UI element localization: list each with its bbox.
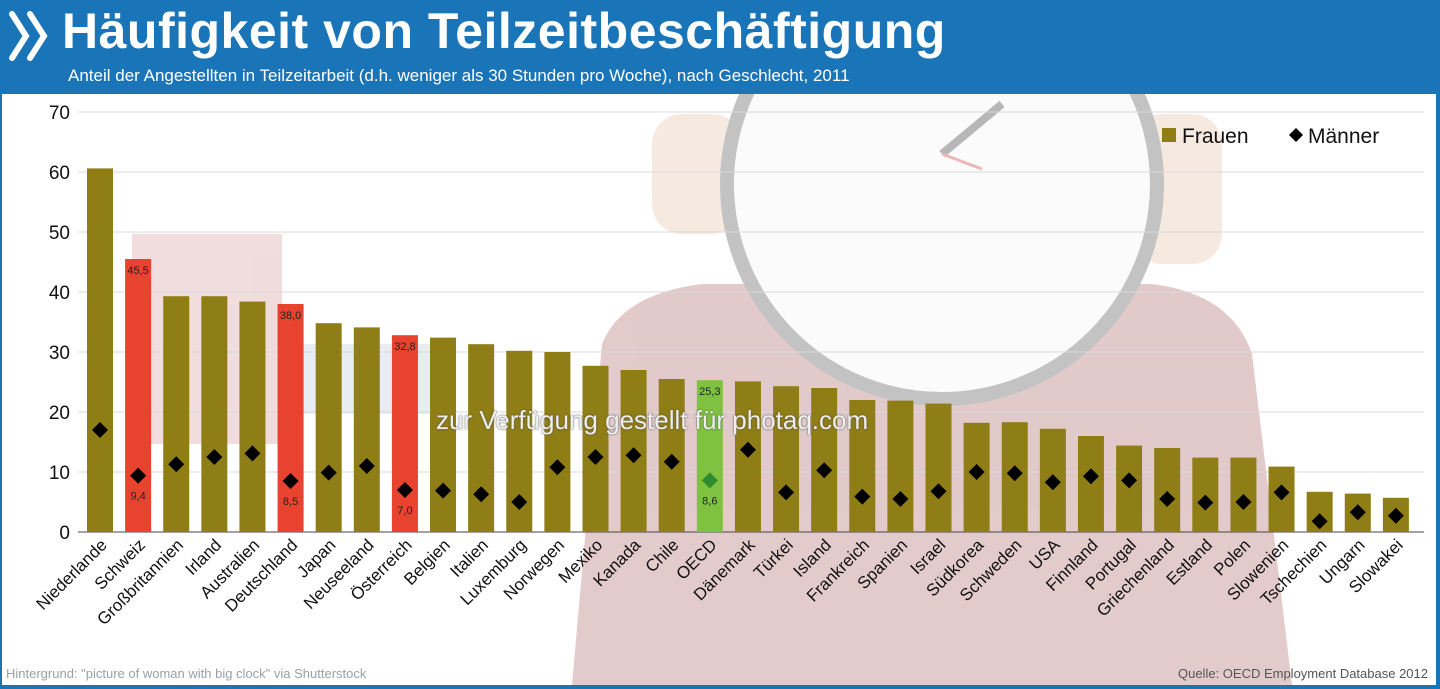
bar-frauen — [277, 304, 304, 532]
y-tick-label: 0 — [59, 523, 70, 544]
marker-maenner — [1006, 465, 1023, 482]
bar-frauen — [773, 386, 800, 532]
bar-frauen — [239, 301, 266, 532]
data-label-maenner: 8,6 — [702, 495, 717, 507]
marker-maenner — [396, 482, 413, 498]
bar-frauen — [849, 400, 876, 532]
y-tick-label: 10 — [49, 463, 70, 484]
legend-swatch-maenner — [1289, 128, 1303, 142]
y-axis: 0 10 20 30 40 50 60 70 — [49, 103, 70, 544]
marker-maenner — [1044, 474, 1061, 491]
marker-maenner — [625, 447, 642, 464]
marker-maenner — [435, 482, 452, 499]
legend-swatch-frauen — [1162, 128, 1176, 142]
marker-maenner — [320, 464, 337, 481]
marker-maenner — [1082, 468, 1099, 485]
bar-frauen — [315, 323, 342, 532]
marker-maenner — [892, 491, 909, 507]
maenner-markers — [92, 422, 1404, 530]
bar-frauen — [582, 365, 609, 532]
bar-frauen — [163, 296, 190, 532]
marker-maenner — [816, 462, 833, 479]
marker-maenner — [244, 445, 261, 462]
marker-maenner — [1311, 513, 1328, 530]
watermark-text: zur Verfügung gestellt für photaq.com — [436, 405, 869, 435]
marker-maenner — [473, 486, 490, 503]
bar-frauen — [925, 403, 952, 532]
bar-frauen — [353, 327, 380, 532]
marker-maenner — [206, 449, 223, 465]
bar-frauen — [1116, 445, 1143, 532]
data-label-maenner: 7,0 — [397, 505, 412, 517]
bar-chart: 45,5 9,4 38,0 8,5 32,8 7,0 25,3 8,6 0 10 20 30 40 50… — [33, 103, 1424, 629]
marker-maenner — [511, 494, 528, 510]
bar-frauen — [887, 400, 914, 532]
marker-maenner — [968, 464, 985, 480]
legend-label-frauen: Frauen — [1182, 125, 1249, 148]
data-labels: 45,5 9,4 38,0 8,5 32,8 7,0 25,3 8,6 — [127, 265, 720, 517]
marker-maenner — [1197, 494, 1214, 511]
y-tick-label: 60 — [49, 163, 70, 184]
x-tick-label: Türkei — [750, 535, 797, 582]
double-chevron-icon — [9, 11, 48, 61]
data-label-maenner: 8,5 — [283, 496, 298, 508]
bar-frauen — [811, 388, 838, 532]
marker-maenner — [1387, 507, 1404, 524]
page-subtitle: Anteil der Angestellten in Teilzeitarbei… — [68, 66, 850, 85]
data-label-frauen: 25,3 — [699, 386, 720, 398]
bar-frauen — [544, 352, 571, 532]
marker-maenner — [930, 483, 947, 500]
marker-maenner — [282, 473, 299, 489]
data-label-maenner: 9,4 — [130, 491, 145, 503]
y-tick-label: 20 — [49, 403, 70, 424]
marker-maenner — [549, 459, 566, 476]
bar-frauen — [696, 380, 723, 532]
marker-maenner — [1121, 472, 1138, 489]
data-label-frauen: 32,8 — [394, 341, 415, 353]
chart-panel: 45,5 9,4 38,0 8,5 32,8 7,0 25,3 8,6 0 10 20 30 40 50… — [2, 94, 1436, 685]
marker-maenner — [1159, 491, 1176, 507]
bar-frauen — [1154, 448, 1181, 532]
y-tick-label: 70 — [49, 103, 70, 124]
marker-maenner — [663, 453, 680, 470]
frauen-bars — [87, 168, 1409, 532]
data-label-frauen: 45,5 — [127, 265, 148, 277]
y-tick-label: 50 — [49, 223, 70, 244]
marker-maenner — [92, 422, 108, 438]
bar-frauen — [201, 296, 228, 532]
x-axis: NiederlandeSchweizGroßbritannienIrlandAu… — [33, 535, 1407, 629]
marker-maenner — [854, 488, 871, 505]
bar-frauen — [430, 337, 457, 532]
marker-maenner — [587, 449, 604, 465]
marker-maenner — [701, 472, 718, 489]
bar-frauen — [87, 168, 113, 532]
marker-maenner — [1273, 484, 1290, 501]
marker-maenner — [168, 456, 185, 473]
page-title: Häufigkeit von Teilzeitbeschäftigung — [62, 3, 946, 59]
marker-maenner — [130, 467, 147, 484]
y-tick-label: 40 — [49, 283, 70, 304]
source-credit: Quelle: OECD Employment Database 2012 — [1177, 666, 1428, 681]
marker-maenner — [778, 484, 795, 501]
marker-maenner — [358, 458, 375, 474]
bar-frauen — [468, 344, 495, 532]
marker-maenner — [1349, 504, 1366, 521]
background-credit: Hintergrund: "picture of woman with big … — [6, 666, 367, 681]
marker-maenner — [739, 441, 756, 458]
bar-frauen — [391, 335, 418, 532]
data-label-frauen: 38,0 — [280, 310, 301, 322]
legend: Frauen Männer — [1162, 125, 1379, 148]
marker-maenner — [1235, 494, 1252, 510]
bar-frauen — [125, 259, 152, 532]
y-tick-label: 30 — [49, 343, 70, 364]
legend-label-maenner: Männer — [1308, 125, 1379, 148]
